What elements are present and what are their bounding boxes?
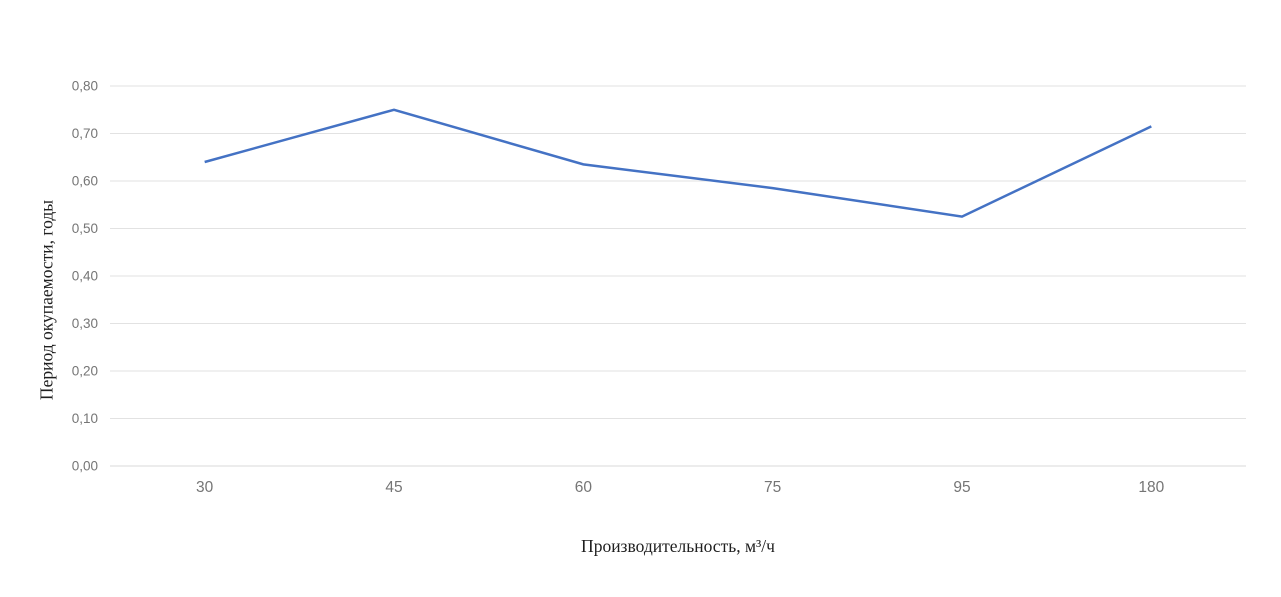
x-tick-label: 180 bbox=[1138, 479, 1164, 496]
y-tick-label: 0,50 bbox=[72, 221, 98, 236]
y-tick-label: 0,10 bbox=[72, 411, 98, 426]
y-tick-label: 0,20 bbox=[72, 364, 98, 379]
x-tick-label: 95 bbox=[953, 479, 970, 496]
y-tick-label: 0,40 bbox=[72, 269, 98, 284]
y-tick-label: 0,70 bbox=[72, 126, 98, 141]
x-tick-label: 75 bbox=[764, 479, 781, 496]
y-tick-label: 0,60 bbox=[72, 174, 98, 189]
x-tick-label: 30 bbox=[196, 479, 214, 496]
y-tick-label: 0,30 bbox=[72, 316, 98, 331]
y-axis-title: Период окупаемости, годы bbox=[36, 199, 57, 401]
x-tick-label: 60 bbox=[575, 479, 593, 496]
x-tick-label: 45 bbox=[385, 479, 402, 496]
data-line-series bbox=[204, 108, 1152, 218]
y-tick-label: 0,80 bbox=[72, 79, 98, 94]
x-axis-title: Производительность, м³/ч bbox=[581, 536, 775, 556]
y-tick-label: 0,00 bbox=[72, 459, 98, 474]
